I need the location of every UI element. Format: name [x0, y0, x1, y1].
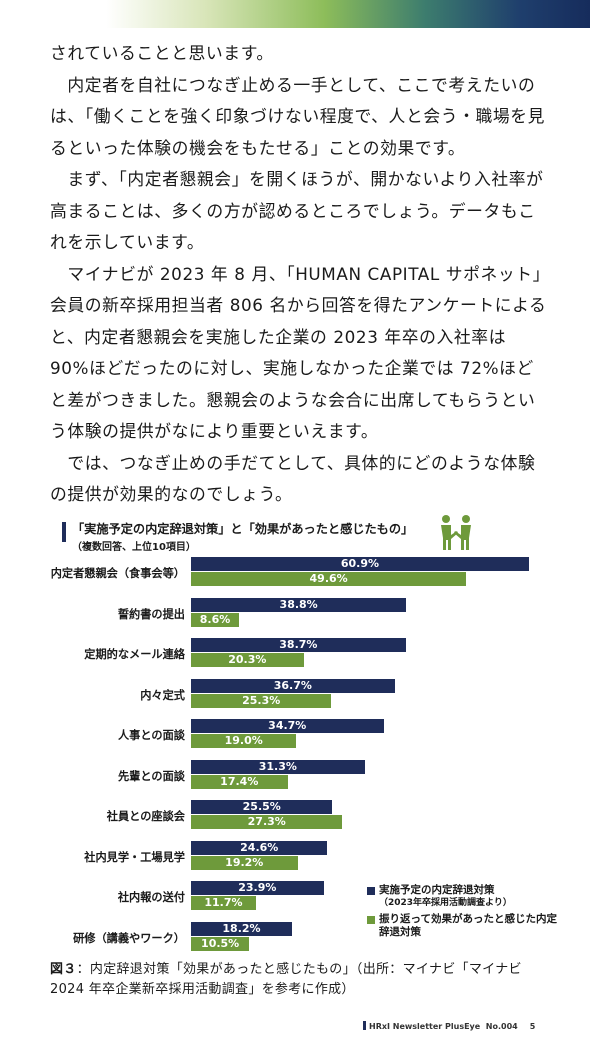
bar-value-label: 38.7% [279, 638, 318, 651]
bar-value-label: 34.7% [268, 719, 307, 732]
legend-note: （2023年卒採用活動調査より） [379, 898, 512, 908]
category-label: 定期的なメール連絡 [84, 648, 185, 661]
bar-planned: 24.6% [191, 840, 328, 855]
category-label: 社内報の送付 [117, 891, 185, 904]
bar-value-label: 27.3% [247, 815, 286, 828]
bar-value-label: 60.9% [340, 557, 380, 570]
chart-legend: 実施予定の内定辞退対策 （2023年卒採用活動調査より） 振り返って効果があった… [367, 884, 557, 943]
bar-effective: 19.0% [191, 734, 297, 748]
bar-planned: 23.9% [191, 881, 324, 895]
figure-caption: 図３：内定辞退対策「効果があったと感じたもの」（出所：マイナビ「マイナビ 202… [50, 960, 550, 1000]
chart-title-accent [62, 522, 66, 542]
header-gradient-band [0, 0, 590, 28]
bar-value-label: 17.4% [220, 774, 259, 788]
legend-label: 実施予定の内定辞退対策 [379, 884, 495, 896]
bar-effective: 10.5% [191, 936, 250, 951]
handshake-icon [441, 515, 471, 550]
category-label: 社内見学・工場見学 [84, 850, 185, 864]
bar-value-label: 23.9% [238, 881, 277, 894]
footer-accent [363, 1021, 366, 1030]
category-label: 内々定式 [140, 688, 185, 702]
bar-planned: 38.8% [191, 597, 407, 612]
paragraph: されていることと思います。 [50, 43, 274, 63]
bar-effective: 27.3% [191, 815, 343, 829]
bar-value-label: 24.6% [240, 840, 279, 854]
legend-item: 実施予定の内定辞退対策 （2023年卒採用活動調査より） [367, 884, 557, 909]
article-body: されていることと思います。 内定者を自社につなぎ止める一手として、ここで考えたい… [50, 38, 550, 511]
bar-value-label: 8.6% [199, 612, 231, 626]
bar-value-label: 11.7% [204, 896, 243, 909]
bar-planned: 18.2% [191, 921, 292, 936]
bar-effective: 8.6% [191, 612, 239, 627]
bar-planned: 25.5% [191, 800, 333, 814]
paragraph: マイナビが 2023 年 8 月、「HUMAN CAPITAL サポネット」会員… [50, 263, 551, 442]
bar-value-label: 10.5% [201, 936, 240, 950]
issue-number: No.004 [485, 1022, 518, 1031]
bar-value-label: 19.0% [224, 734, 263, 747]
bar-planned: 60.9% [191, 557, 529, 571]
bar-effective: 17.4% [191, 774, 288, 789]
bar-value-label: 36.7% [273, 678, 312, 692]
bar-planned: 36.7% [191, 678, 395, 693]
bar-value-label: 38.8% [279, 597, 318, 611]
category-label: 内定者懇親会（食事会等） [50, 567, 185, 580]
chart-plot-area: 内定者懇親会（食事会等） 60.9% 49.6% 誓約書の提出 38.8% 8.6% 定期的… [0, 514, 590, 964]
page-footer: HRxI Newsletter PlusEye No.004 5 [363, 1021, 535, 1031]
caption-label: 図３ [50, 962, 77, 977]
bar-value-label: 49.6% [309, 572, 348, 585]
category-label: 社員との座談会 [106, 810, 185, 823]
category-label: 人事との面談 [117, 729, 185, 742]
bar-value-label: 25.3% [242, 693, 281, 707]
caption-text: ：内定辞退対策「効果があったと感じたもの」（出所：マイナビ「マイナビ 2024 … [50, 962, 522, 997]
bar-effective: 19.2% [191, 855, 298, 870]
legend-swatch [367, 887, 375, 895]
bar-effective: 25.3% [191, 693, 332, 708]
chart-subtitle: （複数回答、上位10項目） [72, 542, 196, 553]
legend-item: 振り返って効果があったと感じた内定辞退対策 [367, 913, 557, 939]
bar-planned: 31.3% [191, 759, 365, 774]
category-label: 誓約書の提出 [117, 607, 185, 621]
bar-value-label: 31.3% [258, 759, 297, 773]
bar-value-label: 20.3% [228, 653, 267, 666]
paragraph: では、つなぎ止めの手だてとして、具体的にどのような体験の提供が効果的なのでしょう… [50, 452, 536, 505]
bar-planned: 38.7% [191, 638, 406, 652]
chart-title: 「実施予定の内定辞退対策」と「効果があったと感じたもの」 [72, 522, 414, 536]
bar-effective: 20.3% [191, 653, 304, 667]
legend-swatch [367, 916, 375, 924]
category-label: 研修（講義やワーク） [73, 931, 185, 945]
category-label: 先輩との面談 [117, 769, 185, 783]
paragraph: まず、「内定者懇親会」を開くほうが、開かないより入社率が高まることは、多くの方が… [50, 169, 544, 252]
bar-value-label: 25.5% [242, 800, 281, 813]
figure-3-chart: 「実施予定の内定辞退対策」と「効果があったと感じたもの」 （複数回答、上位10項… [0, 514, 590, 964]
bar-planned: 34.7% [191, 719, 384, 733]
bar-value-label: 19.2% [225, 855, 264, 869]
paragraph: 内定者を自社につなぎ止める一手として、ここで考えたいのは、「働くことを強く印象づ… [50, 74, 545, 158]
bar-effective: 11.7% [191, 896, 256, 910]
bar-effective: 49.6% [191, 572, 467, 586]
page-number: 5 [529, 1022, 536, 1031]
bar-value-label: 18.2% [222, 921, 261, 935]
publication-name: HRxI Newsletter PlusEye [369, 1022, 481, 1031]
legend-label: 振り返って効果があったと感じた内定辞退対策 [379, 913, 557, 938]
